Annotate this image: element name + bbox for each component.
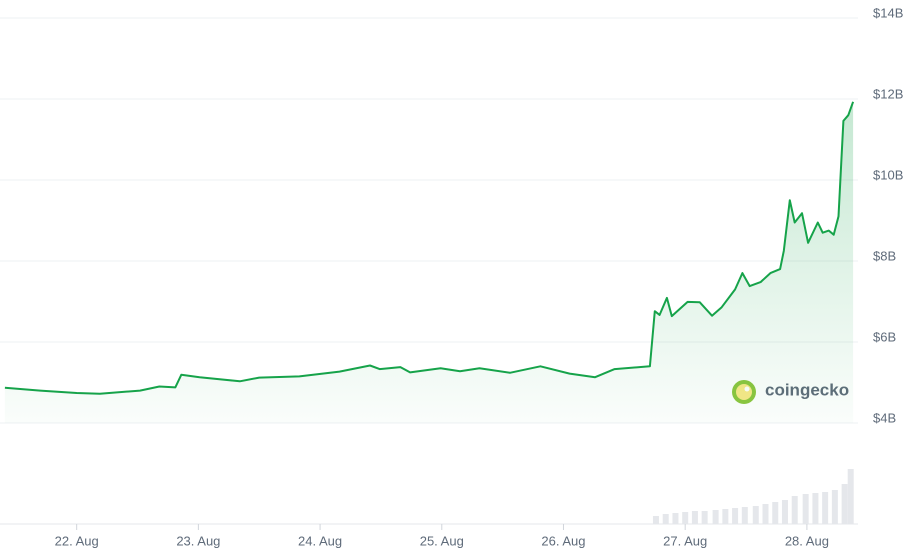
volume-bar xyxy=(831,490,838,524)
volume-bar xyxy=(812,493,819,524)
y-tick-label: $8B xyxy=(873,248,896,263)
volume-bar xyxy=(732,508,739,524)
volume-bar xyxy=(791,496,798,524)
volume-bar xyxy=(847,469,854,524)
volume-bar xyxy=(752,506,759,524)
y-tick-label: $12B xyxy=(873,86,903,101)
volume-bar xyxy=(701,511,708,524)
volume-bar xyxy=(741,507,748,524)
x-tick-label: 23. Aug xyxy=(176,533,220,548)
volume-bar xyxy=(772,502,779,524)
line xyxy=(4,101,855,395)
volume-bar xyxy=(682,512,689,524)
volume-bar xyxy=(672,513,679,524)
volume-bar xyxy=(722,509,729,524)
volume-bar xyxy=(822,492,829,524)
volume-bar xyxy=(691,511,698,524)
volume-bar xyxy=(712,510,719,524)
x-tick-label: 27. Aug xyxy=(663,533,707,548)
x-tick-label: 22. Aug xyxy=(55,533,99,548)
volume-bar xyxy=(802,494,809,524)
volume-bar xyxy=(841,484,848,524)
y-tick-label: $6B xyxy=(873,329,896,344)
volume-bar xyxy=(652,516,659,524)
volume-bar xyxy=(762,504,769,524)
x-tick-label: 26. Aug xyxy=(541,533,585,548)
volume-bar xyxy=(781,500,788,524)
y-tick-label: $4B xyxy=(873,410,896,425)
y-tick-label: $14B xyxy=(873,5,903,20)
x-tick-label: 28. Aug xyxy=(785,533,829,548)
volume-bar xyxy=(662,514,669,524)
area xyxy=(4,101,854,424)
x-tick-label: 24. Aug xyxy=(298,533,342,548)
y-tick-label: $10B xyxy=(873,167,903,182)
x-tick-label: 25. Aug xyxy=(420,533,464,548)
